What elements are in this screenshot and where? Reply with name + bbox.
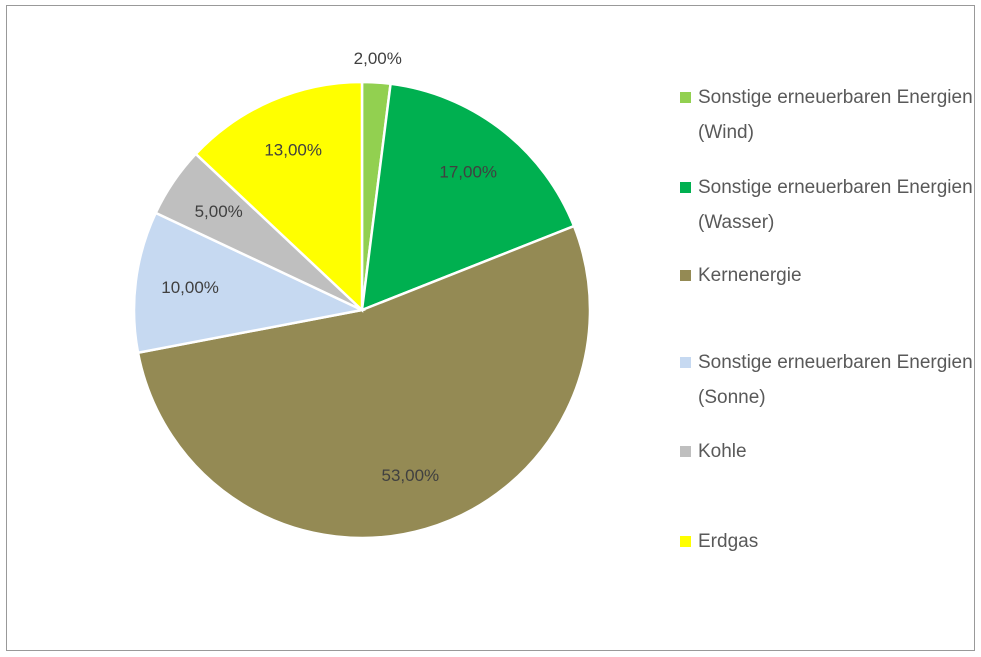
legend-swatch [680,357,691,368]
legend-item: Kohle [680,434,978,469]
data-label: 13,00% [264,140,322,159]
legend-item: Sonstige erneuerbaren Energien (Wasser) [680,170,978,240]
legend-swatch [680,92,691,103]
legend-item: Sonstige erneuerbaren Energien (Sonne) [680,345,978,415]
legend-item: Erdgas [680,524,978,559]
legend-item: Kernenergie [680,258,978,293]
data-label: 17,00% [439,163,497,182]
legend-label: Kohle [698,441,747,462]
legend-swatch [680,536,691,547]
legend-swatch [680,270,691,281]
legend-swatch [680,446,691,457]
legend-swatch [680,182,691,193]
legend-label: Kernenergie [698,265,802,286]
pie-slice [132,211,367,355]
legend-label: Erdgas [698,531,759,552]
legend-label: Sonstige erneuerbaren Energien (Wasser) [698,177,973,233]
pie-slice [136,224,592,540]
data-label: 5,00% [195,202,243,221]
pie-slice [194,80,364,313]
legend-label: Sonstige erneuerbaren Energien (Sonne) [698,352,973,408]
legend-item: Sonstige erneuerbaren Energien (Wind) [680,80,978,150]
data-label: 10,00% [161,278,219,297]
data-label: 2,00% [354,49,402,68]
legend-label: Sonstige erneuerbaren Energien (Wind) [698,87,973,143]
pie-slice [360,82,576,312]
data-label: 53,00% [382,466,440,485]
